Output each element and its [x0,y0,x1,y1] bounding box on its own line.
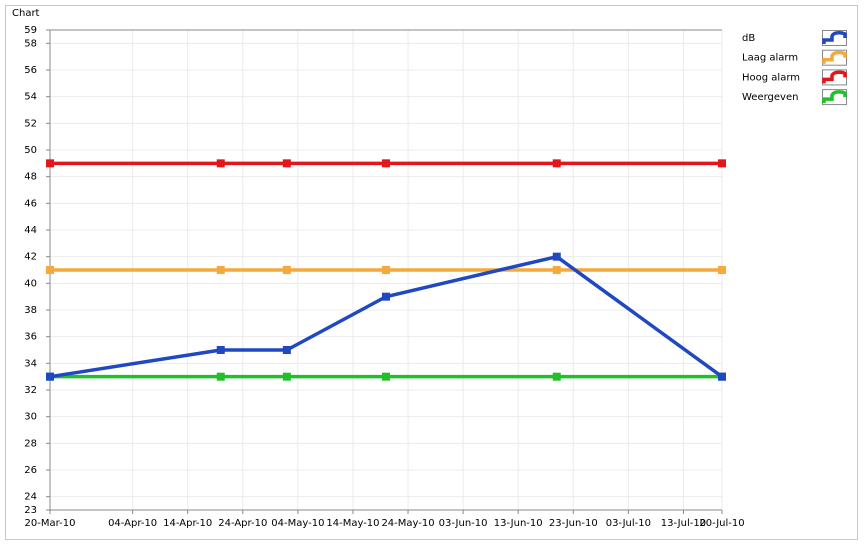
x-tick-label: 24-Apr-10 [218,518,267,529]
point-marker [382,372,390,381]
point-marker [382,292,390,301]
y-tick-label: 59 [24,25,37,36]
y-tick-label: 30 [24,412,37,423]
point-marker [46,266,54,274]
x-tick-label: 24-May-10 [381,518,434,529]
point-marker [282,159,291,168]
legend-label: dB [742,33,755,44]
y-tick-label: 46 [24,198,37,209]
point-marker [552,159,561,168]
y-tick-label: 23 [24,505,37,516]
point-marker [216,346,225,354]
x-tick-label: 03-Jun-10 [439,518,488,529]
x-tick-label: 13-Jul-10 [661,518,706,529]
point-marker [216,372,225,381]
y-tick-label: 44 [24,225,37,236]
y-tick-label: 40 [24,278,37,289]
series-line [49,254,724,379]
y-tick-label: 58 [24,38,37,49]
point-marker [216,266,225,274]
point-marker [216,159,225,168]
point-marker [282,372,291,381]
y-tick-label: 42 [24,252,37,263]
y-tick-label: 52 [24,118,37,129]
x-tick-label: 14-May-10 [326,518,379,529]
x-tick-label: 04-Apr-10 [108,518,157,529]
legend-label: Hoog alarm [742,72,800,83]
y-tick-label: 28 [24,438,37,449]
point-marker [282,346,291,354]
y-tick-label: 54 [24,92,37,103]
y-tick-label: 48 [24,172,37,183]
point-marker [718,159,726,168]
legend-label: Laag alarm [742,53,798,64]
x-tick-label: 20-Jul-10 [699,518,744,529]
y-tick-label: 50 [24,145,37,156]
point-marker [382,266,390,274]
point-marker [718,372,726,381]
y-tick-label: 56 [24,65,37,76]
x-tick-label: 14-Apr-10 [163,518,212,529]
x-tick-label: 20-Mar-10 [25,518,76,529]
x-tick-label: 03-Jul-10 [606,518,651,529]
legend-swatch [822,31,847,44]
y-tick-label: 34 [24,358,37,369]
y-tick-label: 36 [24,332,37,343]
point-marker [46,372,54,381]
y-tick-label: 38 [24,305,37,316]
legend-swatch [822,50,847,64]
y-tick-label: 32 [24,385,37,396]
point-marker [552,252,561,261]
y-tick-label: 26 [24,465,37,476]
chart-title: Chart [12,8,40,19]
point-marker [282,266,291,274]
y-tick-label: 24 [24,492,37,503]
x-tick-label: 04-May-10 [271,518,324,529]
point-marker [382,159,390,168]
x-tick-label: 13-Jun-10 [494,518,543,529]
point-marker [718,266,726,274]
point-marker [46,159,54,168]
point-marker [552,372,561,381]
legend-swatch [822,90,847,104]
point-marker [552,266,561,274]
x-tick-label: 23-Jun-10 [549,518,598,529]
legend-swatch [822,70,847,84]
legend-label: Weergeven [742,92,798,103]
